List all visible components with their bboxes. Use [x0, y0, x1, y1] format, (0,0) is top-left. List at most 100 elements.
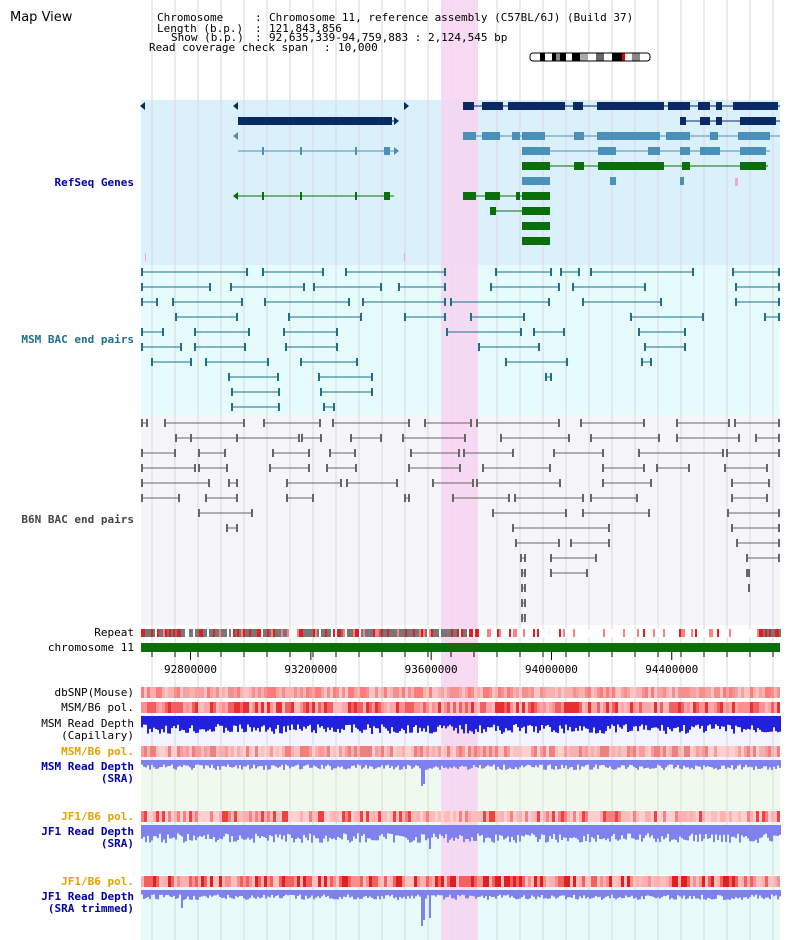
msm-bac-end: [563, 328, 565, 336]
refseq-gene-row6-exon[interactable]: [522, 177, 550, 185]
refseq-gene-row4b-exon[interactable]: [680, 147, 690, 155]
refseq-gene-row1-exon[interactable]: [508, 102, 565, 110]
jf1-trim-depth-bar: [329, 890, 331, 899]
refseq-gene-row7b-exon[interactable]: [516, 192, 520, 200]
msm-capillary-depth-bar: [503, 716, 505, 733]
jf1-trim-depth-bar: [555, 890, 557, 899]
refseq-gene-row7b-exon[interactable]: [485, 192, 500, 200]
refseq-gene-row3-exon[interactable]: [463, 132, 476, 140]
repeat-segment: [711, 629, 713, 637]
msm-b6-pol2-heat-cell: [747, 746, 750, 757]
refseq-gene-row1-exon[interactable]: [698, 102, 710, 110]
refseq-gene-row3-exon[interactable]: [666, 132, 690, 140]
refseq-gene-row5-exon[interactable]: [740, 162, 766, 170]
msm-sra-depth-bar: [269, 760, 271, 770]
refseq-gene-row1-exon[interactable]: [463, 102, 474, 110]
msm-bac-end: [156, 298, 158, 306]
refseq-gene-row6-exon[interactable]: [680, 177, 684, 185]
track-label-jf1-depth-sra[interactable]: JF1 Read Depth: [41, 825, 134, 838]
jf1-trim-depth-bar: [445, 890, 447, 898]
refseq-gene-row3-exon[interactable]: [574, 132, 584, 140]
refseq-gene-row3-exon[interactable]: [710, 132, 718, 140]
refseq-gene-row1-exon[interactable]: [716, 102, 722, 110]
track-label-jf1-b6-pol-2[interactable]: JF1/B6 pol.: [61, 875, 134, 888]
track-label-msm-depth-capillary[interactable]: MSM Read Depth: [41, 717, 134, 730]
refseq-gene-row7b-exon[interactable]: [463, 192, 476, 200]
jf1-b6-pol2-heat-cell: [183, 876, 186, 887]
refseq-gene-row5-exon[interactable]: [522, 162, 550, 170]
refseq-gene-row4b-exon[interactable]: [598, 147, 616, 155]
track-label-msm-bac[interactable]: MSM BAC end pairs: [21, 333, 134, 346]
refseq-gene-row3-exon[interactable]: [482, 132, 500, 140]
b6n-bac-end: [524, 614, 526, 622]
refseq-gene-long-exon[interactable]: [238, 117, 392, 125]
refseq-gene-row5-exon[interactable]: [682, 162, 690, 170]
msm-bac-end: [641, 358, 643, 366]
refseq-gene-row4-exon[interactable]: [262, 147, 264, 155]
jf1-b6-pol2-heat-cell: [279, 876, 282, 887]
refseq-gene-row1-exon[interactable]: [573, 102, 583, 110]
refseq-gene-row4b-exon[interactable]: [648, 147, 660, 155]
track-label-jf1-b6-pol[interactable]: JF1/B6 pol.: [61, 810, 134, 823]
refseq-gene-row1-exon[interactable]: [597, 102, 664, 110]
track-label-jf1-depth-trimmed[interactable]: JF1 Read Depth: [41, 890, 134, 903]
jf1-trim-depth-bar: [161, 890, 163, 895]
refseq-gene-row5-exon[interactable]: [598, 162, 664, 170]
track-label-msm-b6-pol-2[interactable]: MSM/B6 pol.: [61, 745, 134, 758]
jf1-b6-pol-heat-cell: [162, 811, 165, 822]
refseq-gene-row7-exon[interactable]: [300, 192, 302, 200]
refseq-gene-row5-exon[interactable]: [574, 162, 584, 170]
track-label-chromosome[interactable]: chromosome 11: [47, 641, 134, 654]
refseq-gene-row8-exon[interactable]: [490, 207, 496, 215]
jf1-b6-pol2-heat-cell: [411, 876, 414, 887]
msm-sra-depth-bar: [685, 760, 687, 768]
refseq-gene-row2-exon[interactable]: [680, 117, 686, 125]
refseq-gene-row9-exon[interactable]: [522, 222, 550, 230]
track-label-refseq[interactable]: RefSeq Genes: [54, 176, 134, 189]
refseq-gene-row8-exon[interactable]: [522, 207, 550, 215]
track-label-repeat[interactable]: Repeat: [94, 626, 134, 639]
refseq-gene-row4-exon[interactable]: [300, 147, 302, 155]
msm-b6-pol2-heat-cell: [423, 746, 426, 757]
refseq-gene-row7-exon[interactable]: [384, 192, 390, 200]
ideogram-outline[interactable]: [529, 52, 651, 62]
refseq-gene-row3-exon[interactable]: [597, 132, 660, 140]
refseq-gene-row7-exon[interactable]: [355, 192, 357, 200]
refseq-gene-row2-exon[interactable]: [716, 117, 722, 125]
refseq-gene-row7-exon[interactable]: [262, 192, 264, 200]
track-label-msm-b6-pol[interactable]: MSM/B6 pol.: [61, 701, 134, 714]
jf1-b6-pol-heat-cell: [474, 811, 477, 822]
refseq-gene-row3-exon[interactable]: [522, 132, 545, 140]
jf1-trim-depth-bar: [235, 890, 237, 897]
refseq-gene-row7b-exon[interactable]: [522, 192, 550, 200]
refseq-gene-row4b-exon[interactable]: [700, 147, 720, 155]
refseq-gene-row4-exon[interactable]: [384, 147, 390, 155]
refseq-gene-row3-exon[interactable]: [512, 132, 520, 140]
jf1-trim-depth-bar: [647, 890, 649, 896]
msm-capillary-depth-bar: [387, 716, 389, 731]
repeat-segment: [457, 629, 459, 637]
refseq-gene-row4b-exon[interactable]: [522, 147, 550, 155]
jf1-b6-pol-heat-cell: [216, 811, 219, 822]
refseq-gene-row1-exon[interactable]: [733, 102, 778, 110]
refseq-gene-row3-exon[interactable]: [738, 132, 770, 140]
refseq-gene-row6-exon[interactable]: [610, 177, 616, 185]
refseq-gene-row4-exon[interactable]: [355, 147, 357, 155]
b6n-bac-end: [608, 524, 610, 532]
refseq-gene-row10-exon[interactable]: [522, 237, 550, 245]
jf1-sra-depth-bar: [397, 825, 399, 836]
track-label-b6n-bac[interactable]: B6N BAC end pairs: [21, 513, 134, 526]
jf1-sra-depth-bar: [659, 825, 661, 843]
refseq-gene-row2-exon[interactable]: [700, 117, 710, 125]
refseq-gene-row1-exon[interactable]: [668, 102, 690, 110]
refseq-gene-row4b-exon[interactable]: [740, 147, 766, 155]
chromosome-bar[interactable]: [141, 643, 780, 652]
msm-sra-depth-bar: [621, 760, 623, 766]
track-label-msm-depth-sra[interactable]: MSM Read Depth: [41, 760, 134, 773]
jf1-trim-depth-bar: [575, 890, 577, 900]
refseq-gene-row1-exon[interactable]: [482, 102, 503, 110]
refseq-gene-row2-exon[interactable]: [740, 117, 776, 125]
track-label-dbsnp[interactable]: dbSNP(Mouse): [54, 686, 134, 699]
msm-capillary-depth-bar: [749, 716, 751, 730]
